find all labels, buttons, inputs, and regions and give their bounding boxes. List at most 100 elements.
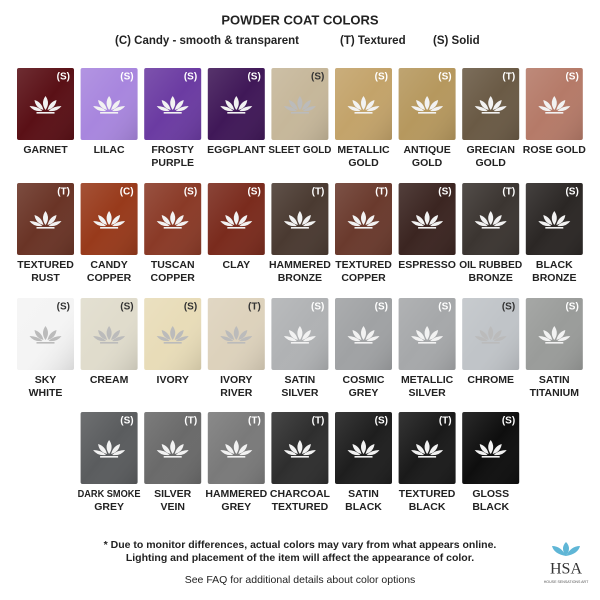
lotus-icon [474, 211, 507, 227]
lotus-base [227, 227, 246, 229]
swatch-name: SILVER [154, 488, 192, 500]
lotus-icon [29, 211, 62, 227]
logo-icon [552, 542, 580, 556]
logo-tagline: HOUSE SENSATIONS ART [544, 580, 589, 584]
swatch-name: FROSTY [151, 144, 194, 156]
faq-note: See FAQ for additional details about col… [185, 574, 416, 586]
swatch-code: (S) [184, 302, 197, 313]
swatch-name: SILVER [281, 387, 319, 399]
lotus-base [290, 227, 309, 229]
note: Lighting and placement of the item will … [126, 552, 474, 564]
swatch-name: ROSE GOLD [523, 144, 586, 156]
lotus-icon [347, 96, 380, 112]
swatch-name: SATIN [539, 374, 570, 386]
swatch: (S) EGGPLANT [207, 68, 266, 156]
swatch-name: COPPER [151, 272, 196, 284]
swatch-code: (S) [184, 72, 197, 83]
swatch-name: SILVER [409, 387, 447, 399]
swatch-code: (T) [312, 416, 325, 427]
swatch-code: (S) [375, 416, 388, 427]
swatch-name: SKY [35, 374, 57, 386]
lotus-base [36, 112, 55, 114]
swatch-code: (S) [247, 187, 260, 198]
swatch-name: GLOSS [472, 488, 509, 500]
lotus-base [290, 342, 309, 344]
swatch-code: (S) [375, 72, 388, 83]
lotus-base [36, 342, 55, 344]
swatch-name: IVORY [157, 374, 189, 386]
title: POWDER COAT COLORS [221, 12, 379, 27]
lotus-icon [347, 326, 380, 342]
lotus-icon [347, 440, 380, 456]
legend-item: (C) Candy - smooth & transparent [115, 35, 299, 47]
swatch-name: ANTIQUE [403, 144, 450, 156]
swatch-code: (C) [120, 187, 134, 198]
lotus-icon [156, 211, 189, 227]
legend-item: (S) Solid [433, 35, 480, 47]
lotus-icon [29, 326, 62, 342]
lotus-base [290, 112, 309, 114]
swatch: (S) CREAM [80, 298, 138, 386]
swatch-name: GARNET [23, 144, 68, 156]
swatch-name: SATIN [348, 488, 379, 500]
swatch-code: (T) [439, 416, 452, 427]
swatch: (S) LILAC [80, 68, 138, 156]
swatch-name: BRONZE [469, 272, 513, 284]
swatch-code: (T) [184, 416, 197, 427]
note: * Due to monitor differences, actual col… [104, 539, 497, 551]
swatch-code: (S) [120, 416, 133, 427]
lotus-base [354, 456, 373, 458]
lotus-base [100, 112, 119, 114]
swatch-name: DARK SMOKE [78, 488, 141, 500]
lotus-icon [538, 96, 571, 112]
swatch-code: (S) [57, 302, 70, 313]
swatch-code: (S) [438, 187, 451, 198]
lotus-base [354, 227, 373, 229]
lotus-base [100, 456, 119, 458]
swatch-name: COPPER [87, 272, 132, 284]
swatch-name: HAMMERED [269, 259, 331, 271]
swatch-name: BLACK [345, 501, 382, 513]
swatch-code: (S) [311, 302, 324, 313]
swatch-name: METALLIC [401, 374, 454, 386]
lotus-icon [538, 326, 571, 342]
lotus-base [481, 342, 500, 344]
swatch-code: (T) [57, 187, 70, 198]
swatch-code: (S) [502, 416, 515, 427]
swatch-name: TEXTURED [399, 488, 456, 500]
swatch-code: (S) [565, 302, 578, 313]
lotus-base [163, 112, 182, 114]
swatch-code: (S) [57, 72, 70, 83]
swatch-code: (S) [438, 302, 451, 313]
lotus-base [163, 456, 182, 458]
lotus-icon [220, 96, 253, 112]
lotus-icon [29, 96, 62, 112]
lotus-icon [474, 326, 507, 342]
swatch-name: RUST [31, 272, 60, 284]
lotus-icon [283, 96, 316, 112]
logo-text: HSA [550, 561, 582, 578]
lotus-icon [93, 211, 126, 227]
swatch-code: (T) [248, 416, 261, 427]
swatch-name: TUSCAN [151, 259, 195, 271]
swatch-name: BLACK [409, 501, 446, 513]
lotus-base [100, 227, 119, 229]
lotus-icon [474, 440, 507, 456]
swatch-name: CANDY [90, 259, 127, 271]
swatch-name: BRONZE [532, 272, 576, 284]
swatch-code: (S) [375, 302, 388, 313]
lotus-icon [411, 326, 444, 342]
lotus-icon [93, 326, 126, 342]
